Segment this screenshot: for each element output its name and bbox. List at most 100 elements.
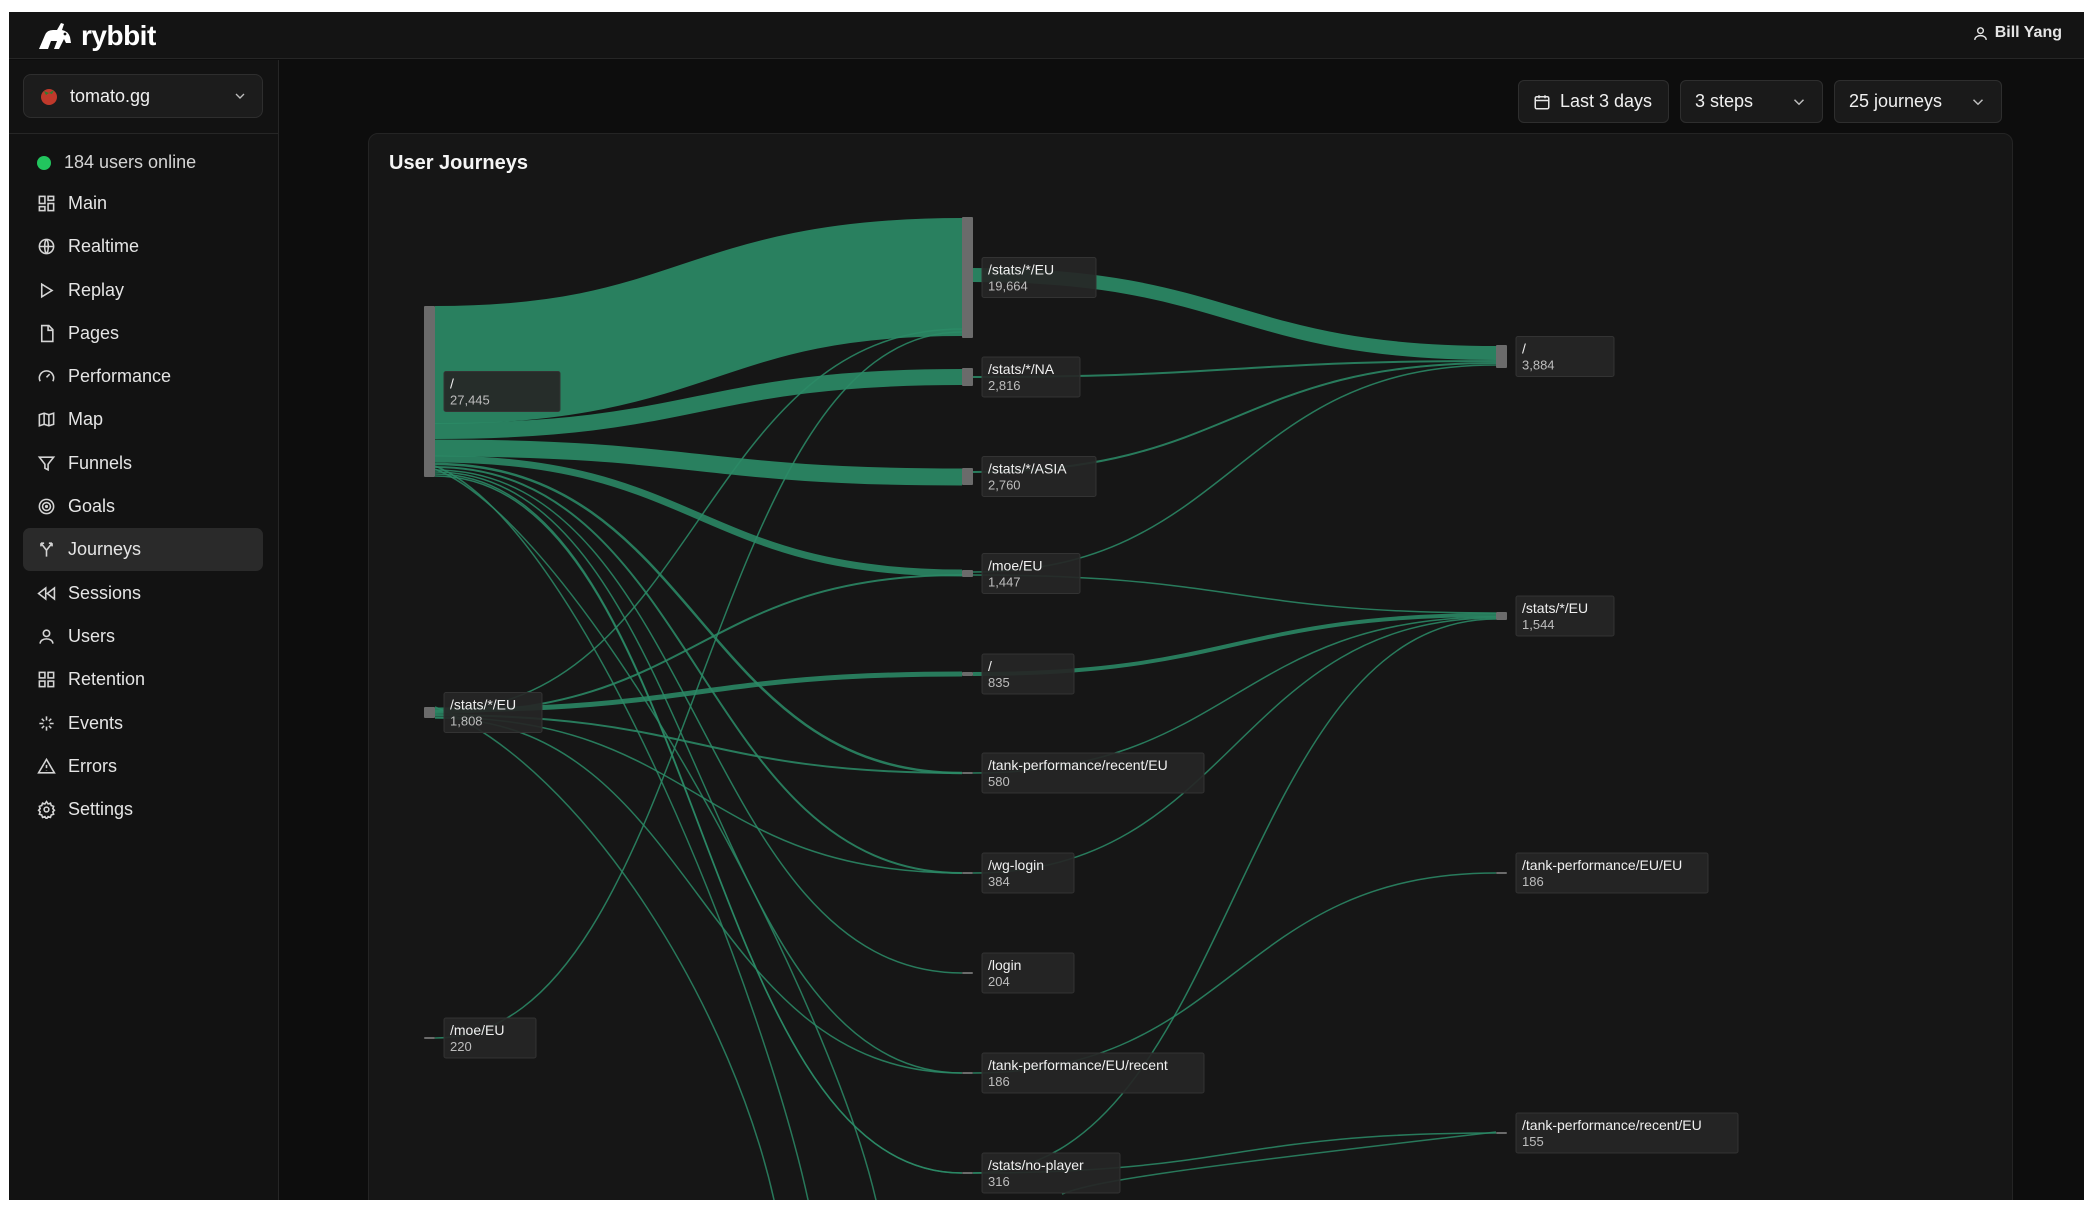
sidebar-item-label: Map xyxy=(68,409,104,430)
date-range-button[interactable]: Last 3 days xyxy=(1518,80,1669,123)
sidebar-item-realtime[interactable]: Realtime xyxy=(23,225,263,268)
sankey-node-bar[interactable] xyxy=(962,1072,973,1074)
sankey-node-count: 19,664 xyxy=(988,279,1028,294)
sankey-link[interactable] xyxy=(434,475,963,1174)
sankey-link[interactable] xyxy=(434,455,963,577)
sankey-link[interactable] xyxy=(972,618,1497,1174)
toolbar: Last 3 days 3 steps 25 journeys xyxy=(1518,80,2002,123)
chevron-down-icon xyxy=(1972,98,1984,105)
sankey-link[interactable] xyxy=(434,706,777,1200)
sidebar-item-goals[interactable]: Goals xyxy=(23,485,263,528)
map-icon xyxy=(38,412,55,428)
rabbit-logo-icon xyxy=(39,23,71,49)
sankey-node-label: /moe/EU xyxy=(450,1022,504,1038)
date-range-label: Last 3 days xyxy=(1560,91,1653,111)
sankey-node-bar[interactable] xyxy=(1496,1132,1507,1134)
sankey-node-bar[interactable] xyxy=(424,707,435,718)
split-icon xyxy=(40,542,53,557)
sidebar-item-label: Users xyxy=(68,625,116,646)
user-menu[interactable]: Bill Yang xyxy=(1972,24,2062,42)
sidebar-item-performance[interactable]: Performance xyxy=(23,355,263,398)
sidebar-item-label: Sessions xyxy=(68,582,142,603)
grid-icon xyxy=(38,671,55,688)
sankey-node-label-box xyxy=(981,653,1075,695)
sankey-link[interactable] xyxy=(434,468,879,1200)
journeys-select[interactable]: 25 journeys xyxy=(1834,80,2002,123)
sankey-link[interactable] xyxy=(434,328,963,712)
sankey-link[interactable] xyxy=(434,439,963,486)
sidebar-divider xyxy=(9,133,279,134)
sankey-node-bar[interactable] xyxy=(962,368,973,386)
sankey-node-label-box xyxy=(981,852,1075,894)
sankey-node-bar[interactable] xyxy=(962,872,973,874)
sankey-link[interactable] xyxy=(434,331,963,1039)
sidebar-item-retention[interactable]: Retention xyxy=(23,658,263,701)
sidebar-item-settings[interactable]: Settings xyxy=(23,788,263,831)
sankey-node-label-box xyxy=(443,692,543,733)
sankey-node-label: /stats/no-player xyxy=(988,1157,1084,1173)
sankey-node-bar[interactable] xyxy=(962,468,973,485)
sidebar-item-events[interactable]: Events xyxy=(23,702,263,745)
sidebar-item-funnels[interactable]: Funnels xyxy=(23,442,263,485)
sidebar-item-label: Pages xyxy=(68,322,120,343)
sankey-node-count: 204 xyxy=(988,974,1010,989)
site-selector[interactable]: tomato.gg xyxy=(23,74,263,118)
sankey-nodes: /27,445/stats/*/EU1,808/moe/EU220/stats/… xyxy=(424,217,1739,1194)
sankey-link[interactable] xyxy=(434,716,963,874)
sidebar-item-main[interactable]: Main xyxy=(23,182,263,225)
chevron-down-icon xyxy=(235,93,245,99)
file-icon xyxy=(40,324,54,343)
sankey-link[interactable] xyxy=(1061,1131,1497,1195)
sidebar-nav: Main Realtime Replay Pages Performance M… xyxy=(23,182,263,831)
sankey-node-bar[interactable] xyxy=(962,217,973,338)
sankey-node-bar[interactable] xyxy=(424,306,435,477)
sankey-links xyxy=(434,218,1497,1200)
sankey-node-label: /stats/*/EU xyxy=(450,697,516,713)
steps-select[interactable]: 3 steps xyxy=(1680,80,1823,123)
sidebar-item-label: Performance xyxy=(68,366,172,387)
sankey-node-label: /wg-login xyxy=(988,857,1044,873)
sidebar-item-errors[interactable]: Errors xyxy=(23,745,263,788)
sankey-node-label: / xyxy=(1522,341,1526,357)
sankey-node-bar[interactable] xyxy=(962,1172,973,1174)
sankey-link[interactable] xyxy=(972,616,1497,774)
sankey-node-count: 186 xyxy=(988,1074,1010,1089)
target-icon xyxy=(38,498,55,515)
sidebar-item-map[interactable]: Map xyxy=(23,398,263,441)
sankey-node-bar[interactable] xyxy=(962,672,973,676)
sankey-node-bar[interactable] xyxy=(1496,345,1507,368)
tomato-favicon-icon xyxy=(41,89,57,105)
sankey-link[interactable] xyxy=(434,466,963,874)
sankey-link[interactable] xyxy=(434,369,963,439)
chevron-down-icon xyxy=(1793,98,1805,105)
sankey-node-bar[interactable] xyxy=(962,570,973,577)
sankey-link[interactable] xyxy=(434,469,963,974)
sankey-link[interactable] xyxy=(434,717,963,1074)
sankey-link[interactable] xyxy=(434,218,963,424)
site-name: tomato.gg xyxy=(70,85,151,106)
sankey-node-count: 186 xyxy=(1522,874,1544,889)
sankey-node-label: /tank-performance/EU/EU xyxy=(1522,857,1682,873)
sankey-node-bar[interactable] xyxy=(962,972,973,974)
sankey-chart: /27,445/stats/*/EU1,808/moe/EU220/stats/… xyxy=(424,217,1739,1200)
sankey-node-count: 27,445 xyxy=(450,393,490,408)
sidebar-item-sessions[interactable]: Sessions xyxy=(23,572,263,615)
sankey-node-label-box xyxy=(981,1052,1205,1094)
sankey-node-bar[interactable] xyxy=(424,1037,435,1039)
globe-icon xyxy=(38,238,55,255)
sankey-link[interactable] xyxy=(434,462,963,775)
logo[interactable]: rybbit xyxy=(37,20,156,52)
sankey-node-count: 3,884 xyxy=(1522,358,1555,373)
sankey-node-bar[interactable] xyxy=(962,772,973,774)
sankey-node-bar[interactable] xyxy=(1496,872,1507,874)
sidebar-item-journeys[interactable]: Journeys xyxy=(23,528,263,572)
sankey-node-label-box xyxy=(1515,1112,1739,1154)
sidebar-item-pages[interactable]: Pages xyxy=(23,312,263,355)
user-name: Bill Yang xyxy=(1994,24,2062,41)
sidebar-item-label: Errors xyxy=(68,755,117,776)
sankey-node-bar[interactable] xyxy=(1496,612,1507,620)
sankey-link[interactable] xyxy=(434,465,811,1200)
sidebar-item-replay[interactable]: Replay xyxy=(23,269,263,312)
sidebar-item-users[interactable]: Users xyxy=(23,615,263,658)
sankey-link[interactable] xyxy=(434,471,963,1074)
